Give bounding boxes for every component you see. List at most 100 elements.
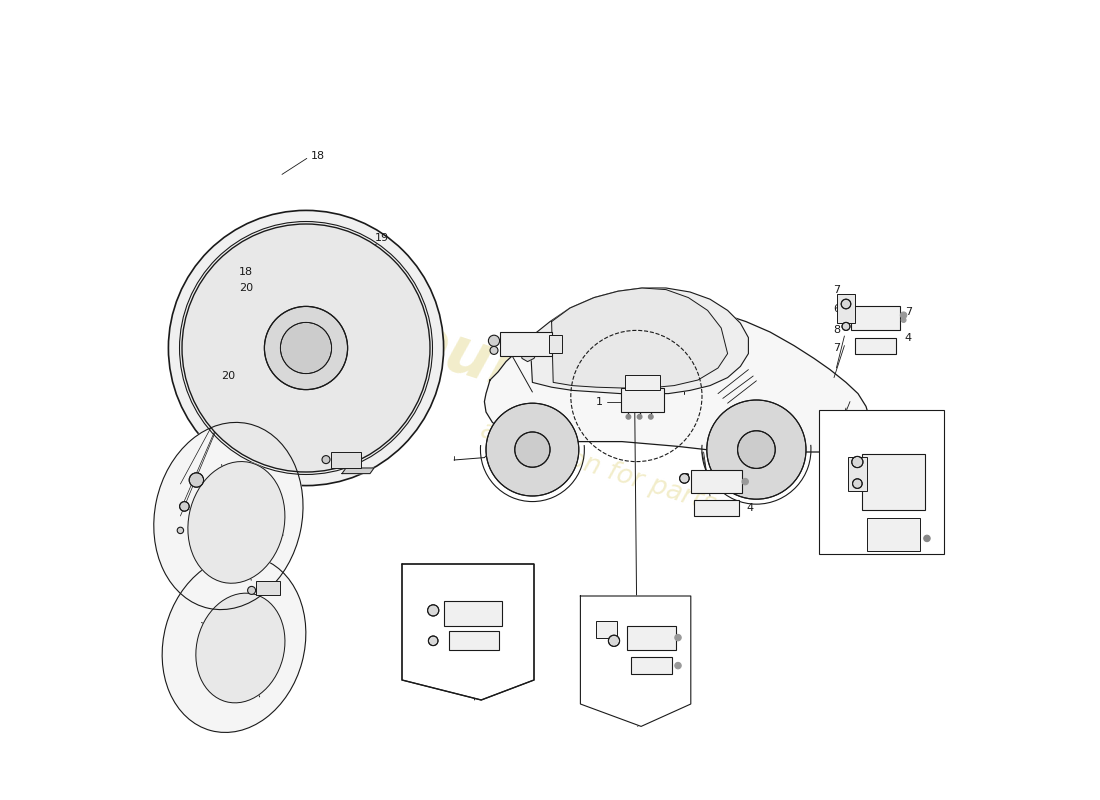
Polygon shape [581, 596, 691, 726]
Circle shape [248, 586, 255, 594]
FancyBboxPatch shape [850, 306, 901, 330]
FancyBboxPatch shape [862, 454, 925, 510]
Text: eurospares: eurospares [396, 308, 800, 492]
FancyBboxPatch shape [621, 388, 664, 412]
Circle shape [182, 224, 430, 472]
Circle shape [648, 414, 653, 419]
FancyBboxPatch shape [867, 518, 920, 551]
Text: 11: 11 [522, 337, 536, 346]
FancyBboxPatch shape [549, 335, 562, 353]
Circle shape [428, 636, 438, 646]
Text: 8: 8 [833, 325, 840, 334]
FancyBboxPatch shape [500, 332, 551, 356]
Circle shape [322, 456, 330, 464]
FancyBboxPatch shape [818, 410, 944, 554]
FancyBboxPatch shape [691, 470, 742, 493]
Circle shape [177, 527, 184, 534]
FancyBboxPatch shape [625, 375, 660, 390]
Text: 20: 20 [221, 371, 235, 381]
FancyBboxPatch shape [855, 338, 896, 354]
FancyBboxPatch shape [848, 458, 867, 490]
FancyBboxPatch shape [630, 657, 672, 674]
Text: 20: 20 [239, 283, 253, 293]
Circle shape [490, 346, 498, 354]
Text: 1: 1 [596, 397, 603, 406]
Text: 8: 8 [416, 614, 424, 623]
Circle shape [924, 535, 931, 542]
Text: 7: 7 [747, 474, 754, 483]
Text: 10: 10 [823, 466, 837, 476]
Circle shape [488, 335, 499, 346]
Circle shape [738, 430, 775, 469]
FancyBboxPatch shape [255, 581, 279, 595]
Polygon shape [484, 303, 870, 452]
Circle shape [901, 312, 906, 318]
Text: 8: 8 [606, 638, 613, 647]
Circle shape [264, 306, 348, 390]
Circle shape [626, 414, 630, 419]
Text: 14: 14 [908, 495, 922, 505]
Text: 7: 7 [833, 343, 840, 353]
Text: 19: 19 [375, 233, 389, 242]
Ellipse shape [162, 555, 306, 733]
Text: 4: 4 [488, 627, 495, 637]
Text: 4: 4 [679, 649, 686, 658]
Ellipse shape [188, 462, 285, 583]
Text: 4: 4 [905, 333, 912, 342]
Circle shape [842, 299, 850, 309]
Circle shape [742, 478, 748, 485]
Text: a passion for parts: a passion for parts [477, 418, 719, 518]
Circle shape [674, 634, 681, 641]
Text: 9: 9 [826, 447, 834, 457]
Text: 7: 7 [416, 594, 424, 604]
Circle shape [280, 322, 331, 374]
Text: 3: 3 [592, 384, 598, 394]
Ellipse shape [154, 422, 302, 610]
Text: 18: 18 [311, 151, 326, 161]
Circle shape [674, 662, 681, 669]
Text: 13: 13 [908, 427, 922, 437]
Polygon shape [520, 341, 538, 362]
Text: 16: 16 [823, 519, 837, 529]
Circle shape [168, 210, 443, 486]
Polygon shape [551, 288, 727, 388]
FancyBboxPatch shape [449, 631, 498, 650]
Circle shape [680, 474, 690, 483]
Text: 5: 5 [747, 487, 754, 497]
Text: 10: 10 [908, 475, 922, 485]
Text: 8: 8 [682, 474, 690, 483]
Text: 7: 7 [681, 623, 688, 633]
Text: 18: 18 [239, 267, 253, 277]
Text: 10895: 10895 [722, 390, 842, 458]
FancyBboxPatch shape [331, 451, 361, 467]
Text: 10: 10 [537, 349, 551, 358]
Circle shape [842, 322, 850, 330]
Circle shape [851, 456, 864, 467]
FancyBboxPatch shape [694, 499, 739, 516]
Text: 5: 5 [485, 607, 492, 617]
Polygon shape [342, 468, 374, 474]
Polygon shape [530, 288, 748, 394]
Text: 15: 15 [908, 519, 922, 529]
FancyBboxPatch shape [627, 626, 676, 650]
Ellipse shape [196, 593, 285, 703]
Text: 9: 9 [540, 337, 547, 346]
Text: 6: 6 [586, 622, 594, 631]
Text: 4: 4 [747, 503, 754, 513]
Circle shape [852, 478, 862, 488]
Circle shape [901, 318, 906, 322]
Polygon shape [402, 564, 534, 700]
FancyBboxPatch shape [837, 294, 855, 323]
Text: 2: 2 [588, 368, 596, 378]
Text: 7: 7 [905, 307, 912, 317]
Text: 17: 17 [823, 427, 837, 437]
Circle shape [189, 473, 204, 487]
FancyBboxPatch shape [444, 601, 502, 626]
Circle shape [486, 403, 579, 496]
Text: 7: 7 [833, 285, 840, 294]
Circle shape [707, 400, 806, 499]
Circle shape [515, 432, 550, 467]
Circle shape [637, 414, 642, 419]
Circle shape [428, 605, 439, 616]
Circle shape [179, 502, 189, 511]
